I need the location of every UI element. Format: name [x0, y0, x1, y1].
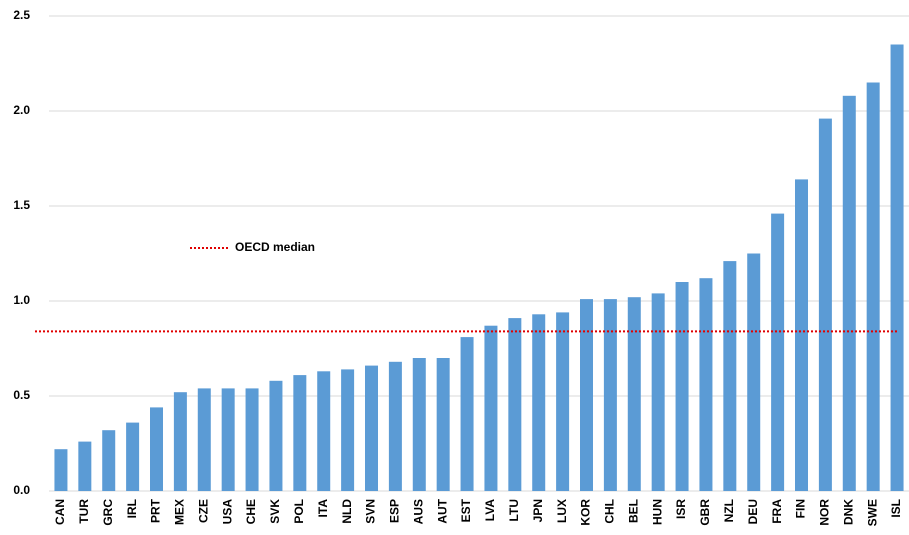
x-tick-label: ESP: [388, 499, 402, 523]
y-tick-label: 0.5: [13, 388, 30, 402]
y-tick-label: 2.0: [13, 103, 30, 117]
bar: [866, 82, 880, 491]
bar: [269, 380, 283, 491]
bar: [150, 407, 163, 491]
bar: [771, 213, 785, 491]
bar: [795, 179, 808, 491]
bar: [747, 253, 761, 491]
bar: [627, 297, 641, 491]
x-tick-label: LUX: [555, 499, 569, 523]
x-tick-label: GBR: [698, 499, 712, 526]
x-tick-label: EST: [459, 498, 473, 522]
bar: [890, 44, 904, 491]
bar: [508, 318, 522, 491]
x-tick-label: AUT: [435, 498, 449, 523]
bar: [436, 358, 450, 491]
x-tick-label: CZE: [196, 499, 210, 523]
y-tick-label: 1.5: [13, 198, 30, 212]
bar: [556, 312, 570, 491]
x-tick-label: GRC: [101, 499, 115, 526]
x-tick-label: CHL: [603, 499, 617, 524]
bar: [317, 371, 331, 491]
x-tick-label: DNK: [841, 499, 855, 525]
x-tick-label: SVK: [268, 499, 282, 524]
x-tick-label: ISR: [674, 499, 688, 519]
bar: [197, 388, 211, 491]
bar: [78, 441, 92, 491]
x-tick-label: NZL: [722, 499, 736, 522]
x-tick-label: CAN: [53, 499, 67, 525]
x-tick-label: LVA: [483, 499, 497, 522]
bar: [842, 95, 856, 492]
legend-label: OECD median: [235, 240, 315, 254]
x-tick-label: NOR: [818, 499, 832, 526]
bar: [580, 299, 593, 491]
x-tick-label: SVN: [364, 499, 378, 524]
y-tick-label: 2.5: [13, 8, 30, 22]
bar: [173, 392, 187, 491]
bar: [412, 358, 426, 491]
bar: [484, 325, 498, 491]
x-tick-label: PRT: [149, 498, 163, 523]
bar: [603, 299, 617, 491]
bar: [365, 365, 378, 491]
x-tick-label: MEX: [173, 499, 187, 525]
x-tick-label: POL: [292, 499, 306, 524]
bar: [699, 278, 713, 491]
x-tick-label: BEL: [626, 499, 640, 523]
bar: [651, 293, 665, 491]
y-tick-label: 1.0: [13, 293, 30, 307]
x-tick-label: DEU: [746, 499, 760, 524]
bar: [293, 375, 307, 491]
x-tick-label: TUR: [77, 499, 91, 524]
x-tick-label: SWE: [865, 499, 879, 526]
bar: [723, 261, 737, 491]
bar: [388, 361, 402, 491]
x-tick-label: KOR: [579, 499, 593, 526]
x-tick-label: ITA: [316, 499, 330, 518]
x-tick-label: USA: [220, 499, 234, 525]
bar: [341, 369, 355, 491]
bar: [126, 422, 140, 491]
bar: [532, 314, 546, 491]
bar: [245, 388, 259, 491]
x-tick-label: CHE: [244, 499, 258, 524]
x-tick-label: FRA: [770, 499, 784, 524]
x-tick-label: JPN: [531, 499, 545, 522]
x-tick-label: LTU: [507, 499, 521, 521]
x-tick-label: NLD: [340, 499, 354, 524]
y-tick-label: 0.0: [13, 483, 30, 497]
x-tick-label: ISL: [889, 499, 903, 518]
bar: [102, 430, 116, 491]
x-tick-label: FIN: [794, 499, 808, 518]
x-tick-label: AUS: [411, 499, 425, 524]
bar: [818, 118, 832, 491]
bar: [460, 337, 474, 491]
x-tick-label: IRL: [125, 499, 139, 518]
x-tick-label: HUN: [650, 499, 664, 525]
bar: [54, 449, 68, 491]
bar: [675, 282, 689, 491]
bar: [221, 388, 235, 491]
